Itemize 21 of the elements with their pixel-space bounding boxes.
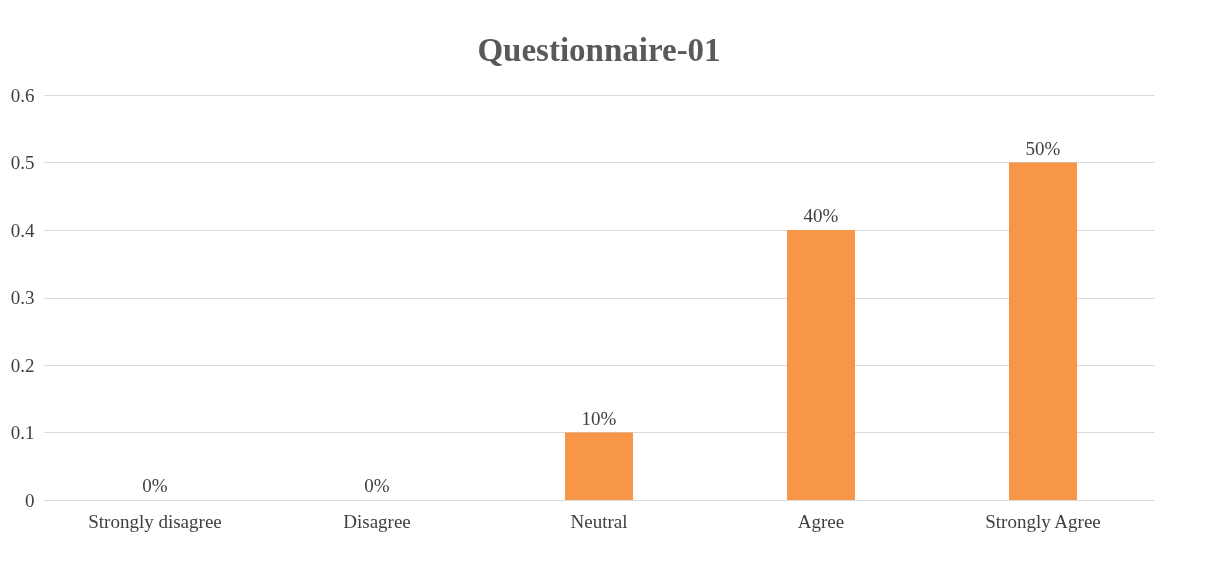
- data-label: 0%: [142, 475, 168, 496]
- bar: [787, 230, 855, 500]
- x-tick-label: Disagree: [343, 510, 411, 532]
- y-tick-label: 0.2: [10, 354, 35, 376]
- x-tick-label: Strongly Agree: [985, 510, 1101, 532]
- x-tick-label: Neutral: [570, 510, 628, 532]
- y-tick-label: 0.4: [10, 219, 35, 241]
- y-tick-label: 0.6: [10, 84, 35, 106]
- y-tick-label: 0: [25, 489, 35, 511]
- y-tick-label: 0.5: [10, 152, 35, 173]
- y-tick-label: 0.3: [10, 287, 35, 308]
- data-label: 40%: [803, 205, 839, 226]
- data-label: 50%: [1025, 137, 1061, 159]
- y-tick-label: 0.1: [10, 422, 35, 443]
- data-label: 0%: [364, 475, 390, 496]
- data-label: 10%: [581, 407, 617, 429]
- x-tick-label: Strongly disagree: [88, 510, 222, 532]
- x-tick-label: Agree: [797, 510, 845, 532]
- bar: [565, 432, 633, 500]
- chart-title: Questionnaire-01: [477, 32, 721, 68]
- bar: [1009, 162, 1077, 500]
